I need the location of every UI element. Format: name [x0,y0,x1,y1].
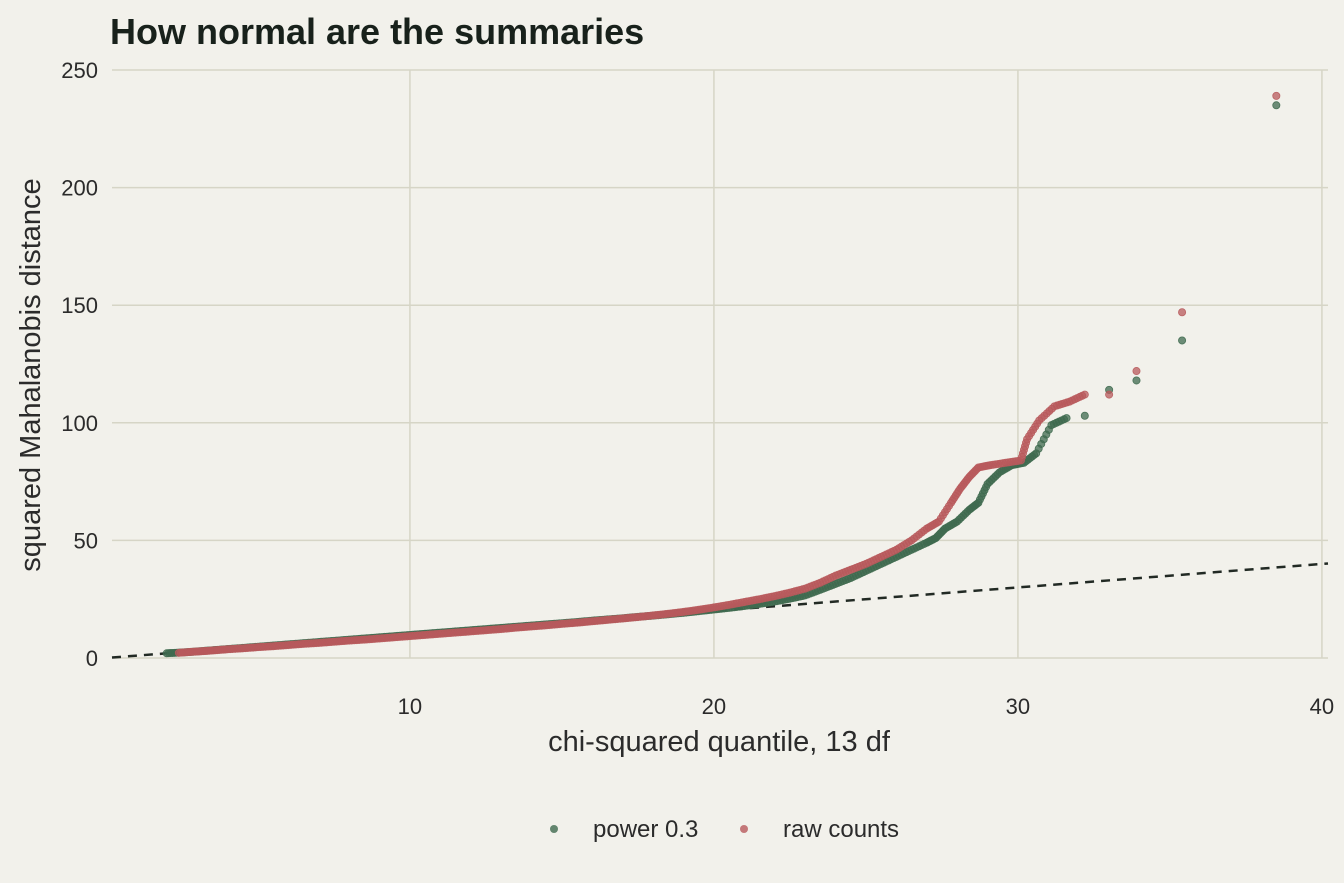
legend-label: power 0.3 [593,816,698,843]
y-tick-label: 200 [61,176,98,201]
x-axis-ticks: 10 20 30 40 [398,694,1334,719]
legend: power 0.3 raw counts [550,816,899,843]
data-point [1272,101,1281,110]
y-axis-label: squared Mahalanobis distance [15,178,47,571]
y-tick-label: 100 [61,411,98,436]
series-1 [174,91,1281,657]
chart-title: How normal are the summaries [110,11,644,52]
x-tick-label: 20 [702,694,726,719]
data-point [1105,390,1114,399]
gridlines [112,69,1328,659]
y-tick-label: 250 [61,58,98,83]
legend-label: raw counts [783,816,899,843]
y-tick-label: 150 [61,293,98,318]
y-axis-ticks: 0 50 100 150 200 250 [61,58,98,671]
data-point [1080,411,1089,420]
x-tick-label: 40 [1310,694,1334,719]
x-tick-label: 10 [398,694,422,719]
series-0 [162,101,1281,658]
x-axis-label: chi-squared quantile, 13 df [548,726,891,758]
data-point [1080,390,1089,399]
data-points [162,91,1281,658]
data-point [1132,367,1141,376]
legend-key [740,825,748,833]
x-tick-label: 30 [1006,694,1030,719]
legend-key [550,825,558,833]
data-point [1062,414,1071,423]
y-tick-label: 0 [86,646,98,671]
data-point [1178,308,1187,317]
y-tick-label: 50 [74,528,98,553]
data-point [1272,91,1281,100]
data-point [1132,376,1141,385]
data-point [1178,336,1187,345]
